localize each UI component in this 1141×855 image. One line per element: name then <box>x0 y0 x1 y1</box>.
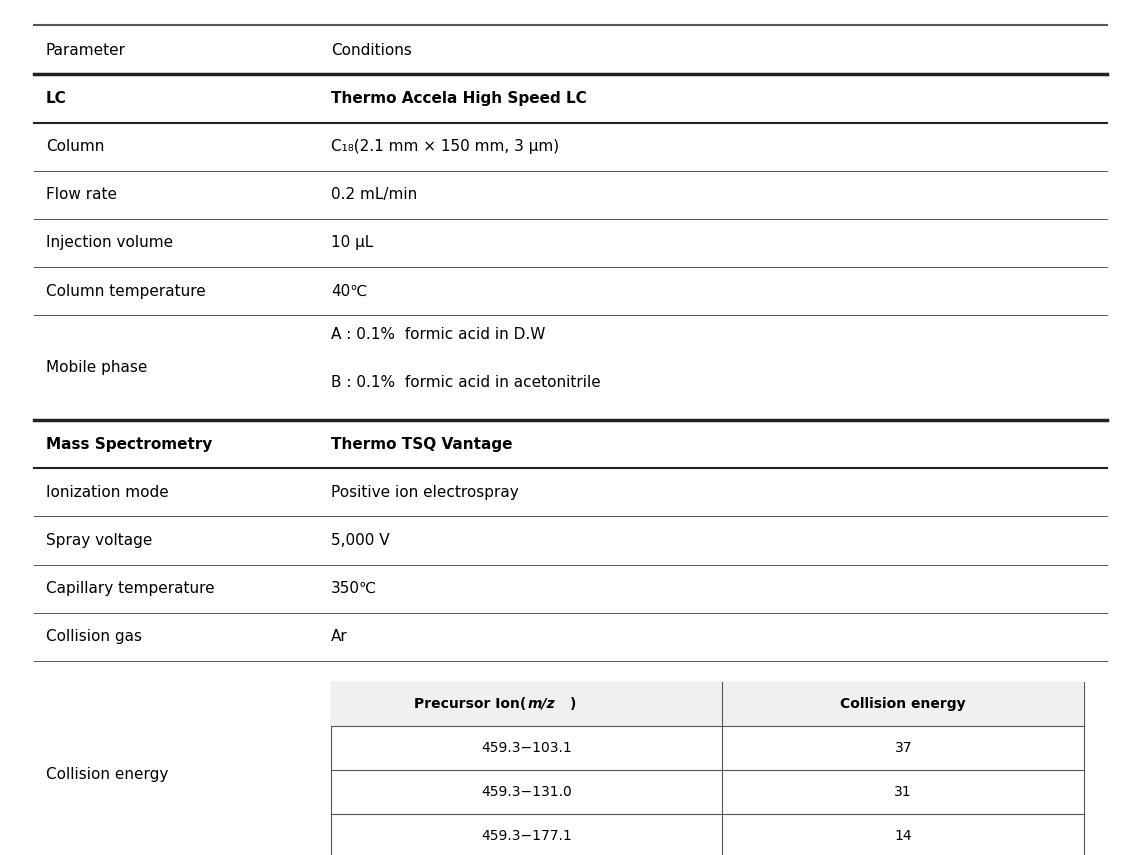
Text: 459.3−177.1: 459.3−177.1 <box>482 828 572 843</box>
Text: Conditions: Conditions <box>331 43 412 58</box>
Text: Mobile phase: Mobile phase <box>46 360 147 375</box>
Text: Ionization mode: Ionization mode <box>46 485 169 500</box>
Text: 37: 37 <box>895 741 912 755</box>
Text: Collision energy: Collision energy <box>841 697 966 711</box>
Text: m/z: m/z <box>528 697 556 711</box>
Text: 459.3−131.0: 459.3−131.0 <box>482 785 572 799</box>
Text: Precursor Ion(: Precursor Ion( <box>414 697 527 711</box>
Text: ): ) <box>570 697 576 711</box>
Text: Thermo TSQ Vantage: Thermo TSQ Vantage <box>331 437 512 451</box>
Text: Mass Spectrometry: Mass Spectrometry <box>46 437 212 451</box>
Text: Flow rate: Flow rate <box>46 187 116 203</box>
Text: Thermo Accela High Speed LC: Thermo Accela High Speed LC <box>331 91 586 106</box>
Text: Spray voltage: Spray voltage <box>46 533 152 548</box>
Text: 40℃: 40℃ <box>331 284 367 298</box>
Text: 10 μL: 10 μL <box>331 235 373 251</box>
Text: LC: LC <box>46 91 66 106</box>
Text: Positive ion electrospray: Positive ion electrospray <box>331 485 519 500</box>
Text: Collision gas: Collision gas <box>46 629 141 645</box>
FancyBboxPatch shape <box>331 682 1084 726</box>
Text: C₁₈(2.1 mm × 150 mm, 3 μm): C₁₈(2.1 mm × 150 mm, 3 μm) <box>331 139 559 154</box>
Text: 5,000 V: 5,000 V <box>331 533 389 548</box>
Text: Column temperature: Column temperature <box>46 284 205 298</box>
FancyBboxPatch shape <box>331 682 1084 855</box>
Text: Parameter: Parameter <box>46 43 126 58</box>
Text: B : 0.1%  formic acid in acetonitrile: B : 0.1% formic acid in acetonitrile <box>331 375 600 390</box>
Text: Column: Column <box>46 139 104 154</box>
Text: 350℃: 350℃ <box>331 581 377 596</box>
Text: A : 0.1%  formic acid in D.W: A : 0.1% formic acid in D.W <box>331 327 545 342</box>
Text: 459.3−103.1: 459.3−103.1 <box>482 741 572 755</box>
Text: 31: 31 <box>895 785 912 799</box>
Text: 0.2 mL/min: 0.2 mL/min <box>331 187 418 203</box>
Text: Collision energy: Collision energy <box>46 767 168 781</box>
Text: Capillary temperature: Capillary temperature <box>46 581 215 596</box>
Text: Injection volume: Injection volume <box>46 235 172 251</box>
Text: 14: 14 <box>895 828 912 843</box>
Text: Ar: Ar <box>331 629 348 645</box>
